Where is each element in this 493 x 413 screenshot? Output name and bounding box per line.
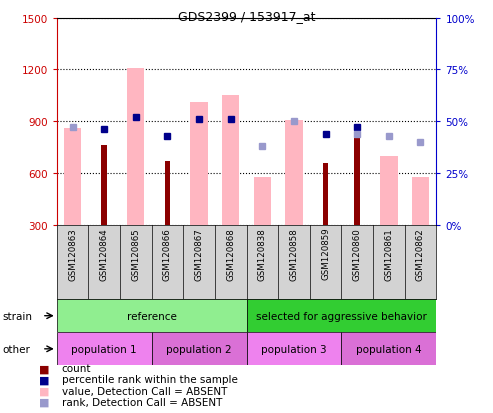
Text: count: count [62,363,91,373]
Bar [246,299,436,332]
Bar [246,332,341,366]
Text: population 1: population 1 [71,344,137,354]
Text: value, Detection Call = ABSENT: value, Detection Call = ABSENT [62,386,227,396]
Text: other: other [2,344,31,354]
Text: population 2: population 2 [166,344,232,354]
Text: GSM120867: GSM120867 [195,227,204,280]
Text: rank, Detection Call = ABSENT: rank, Detection Call = ABSENT [62,397,222,407]
Bar [222,96,240,225]
Text: population 4: population 4 [356,344,422,354]
Text: GSM120858: GSM120858 [289,227,298,280]
Text: selected for aggressive behavior: selected for aggressive behavior [256,311,427,321]
Text: ■: ■ [39,375,50,385]
Bar [341,332,436,366]
Text: GSM120865: GSM120865 [131,227,141,280]
Bar [165,161,170,225]
Text: ■: ■ [39,363,50,373]
Bar [412,178,429,225]
Bar [127,69,144,225]
Bar [57,299,246,332]
Bar [152,332,246,366]
Bar [323,163,328,225]
Text: strain: strain [2,311,33,321]
Text: GSM120861: GSM120861 [385,227,393,280]
Bar [57,332,152,366]
Text: GSM120860: GSM120860 [352,227,362,280]
Bar [190,103,208,225]
Text: GDS2399 / 153917_at: GDS2399 / 153917_at [178,10,315,23]
Text: ■: ■ [39,386,50,396]
Text: GSM120864: GSM120864 [100,227,108,280]
Text: percentile rank within the sample: percentile rank within the sample [62,375,238,385]
Text: population 3: population 3 [261,344,327,354]
Bar [285,121,303,225]
Bar [101,146,107,225]
Bar [380,156,397,225]
Text: reference: reference [127,311,176,321]
Text: GSM120863: GSM120863 [68,227,77,280]
Text: ■: ■ [39,397,50,407]
Text: GSM120866: GSM120866 [163,227,172,280]
Bar [253,178,271,225]
Text: GSM120868: GSM120868 [226,227,235,280]
Text: GSM120862: GSM120862 [416,227,425,280]
Text: GSM120838: GSM120838 [258,227,267,280]
Bar [64,129,81,225]
Bar [354,139,360,225]
Text: GSM120859: GSM120859 [321,227,330,280]
